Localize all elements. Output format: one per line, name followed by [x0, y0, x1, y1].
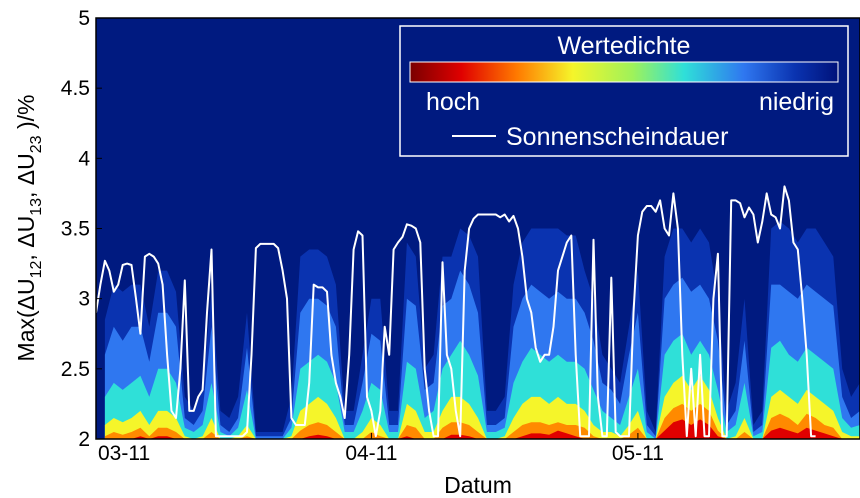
y-axis: 5 4.5 4 3.5 3 2.5 2 [61, 7, 102, 451]
y-tick-label: 5 [78, 7, 90, 30]
density-area-level6 [104, 419, 860, 439]
x-tick-label: 04-11 [345, 442, 397, 465]
legend-line-label: Sonnenscheindauer [506, 123, 728, 151]
y-tick-label: 3 [78, 288, 90, 311]
colorbar-high-label: niedrig [759, 88, 834, 116]
x-tick-label: 05-11 [612, 442, 664, 465]
y-tick-label: 4.5 [61, 77, 90, 100]
y-tick-label: 4 [78, 147, 90, 170]
x-tick-label: 03-11 [98, 442, 150, 465]
y-tick-label: 2 [78, 428, 90, 451]
y-tick-label: 2.5 [61, 358, 90, 381]
colorbar-low-label: hoch [426, 88, 480, 116]
y-axis-title: Max(ΔU12, ΔU13, ΔU23 )/% [13, 95, 45, 362]
legend: Wertedichte hoch niedrig Sonnenscheindau… [399, 25, 849, 157]
y-tick-label: 3.5 [61, 218, 90, 241]
x-axis: 03-11 04-11 05-11 [95, 433, 664, 465]
legend-box [399, 25, 849, 157]
colorbar [409, 61, 839, 83]
x-axis-title: Datum [444, 472, 512, 498]
plot-area [96, 185, 860, 439]
sunshine-line [96, 185, 816, 438]
colorbar-title: Wertedichte [558, 32, 691, 60]
